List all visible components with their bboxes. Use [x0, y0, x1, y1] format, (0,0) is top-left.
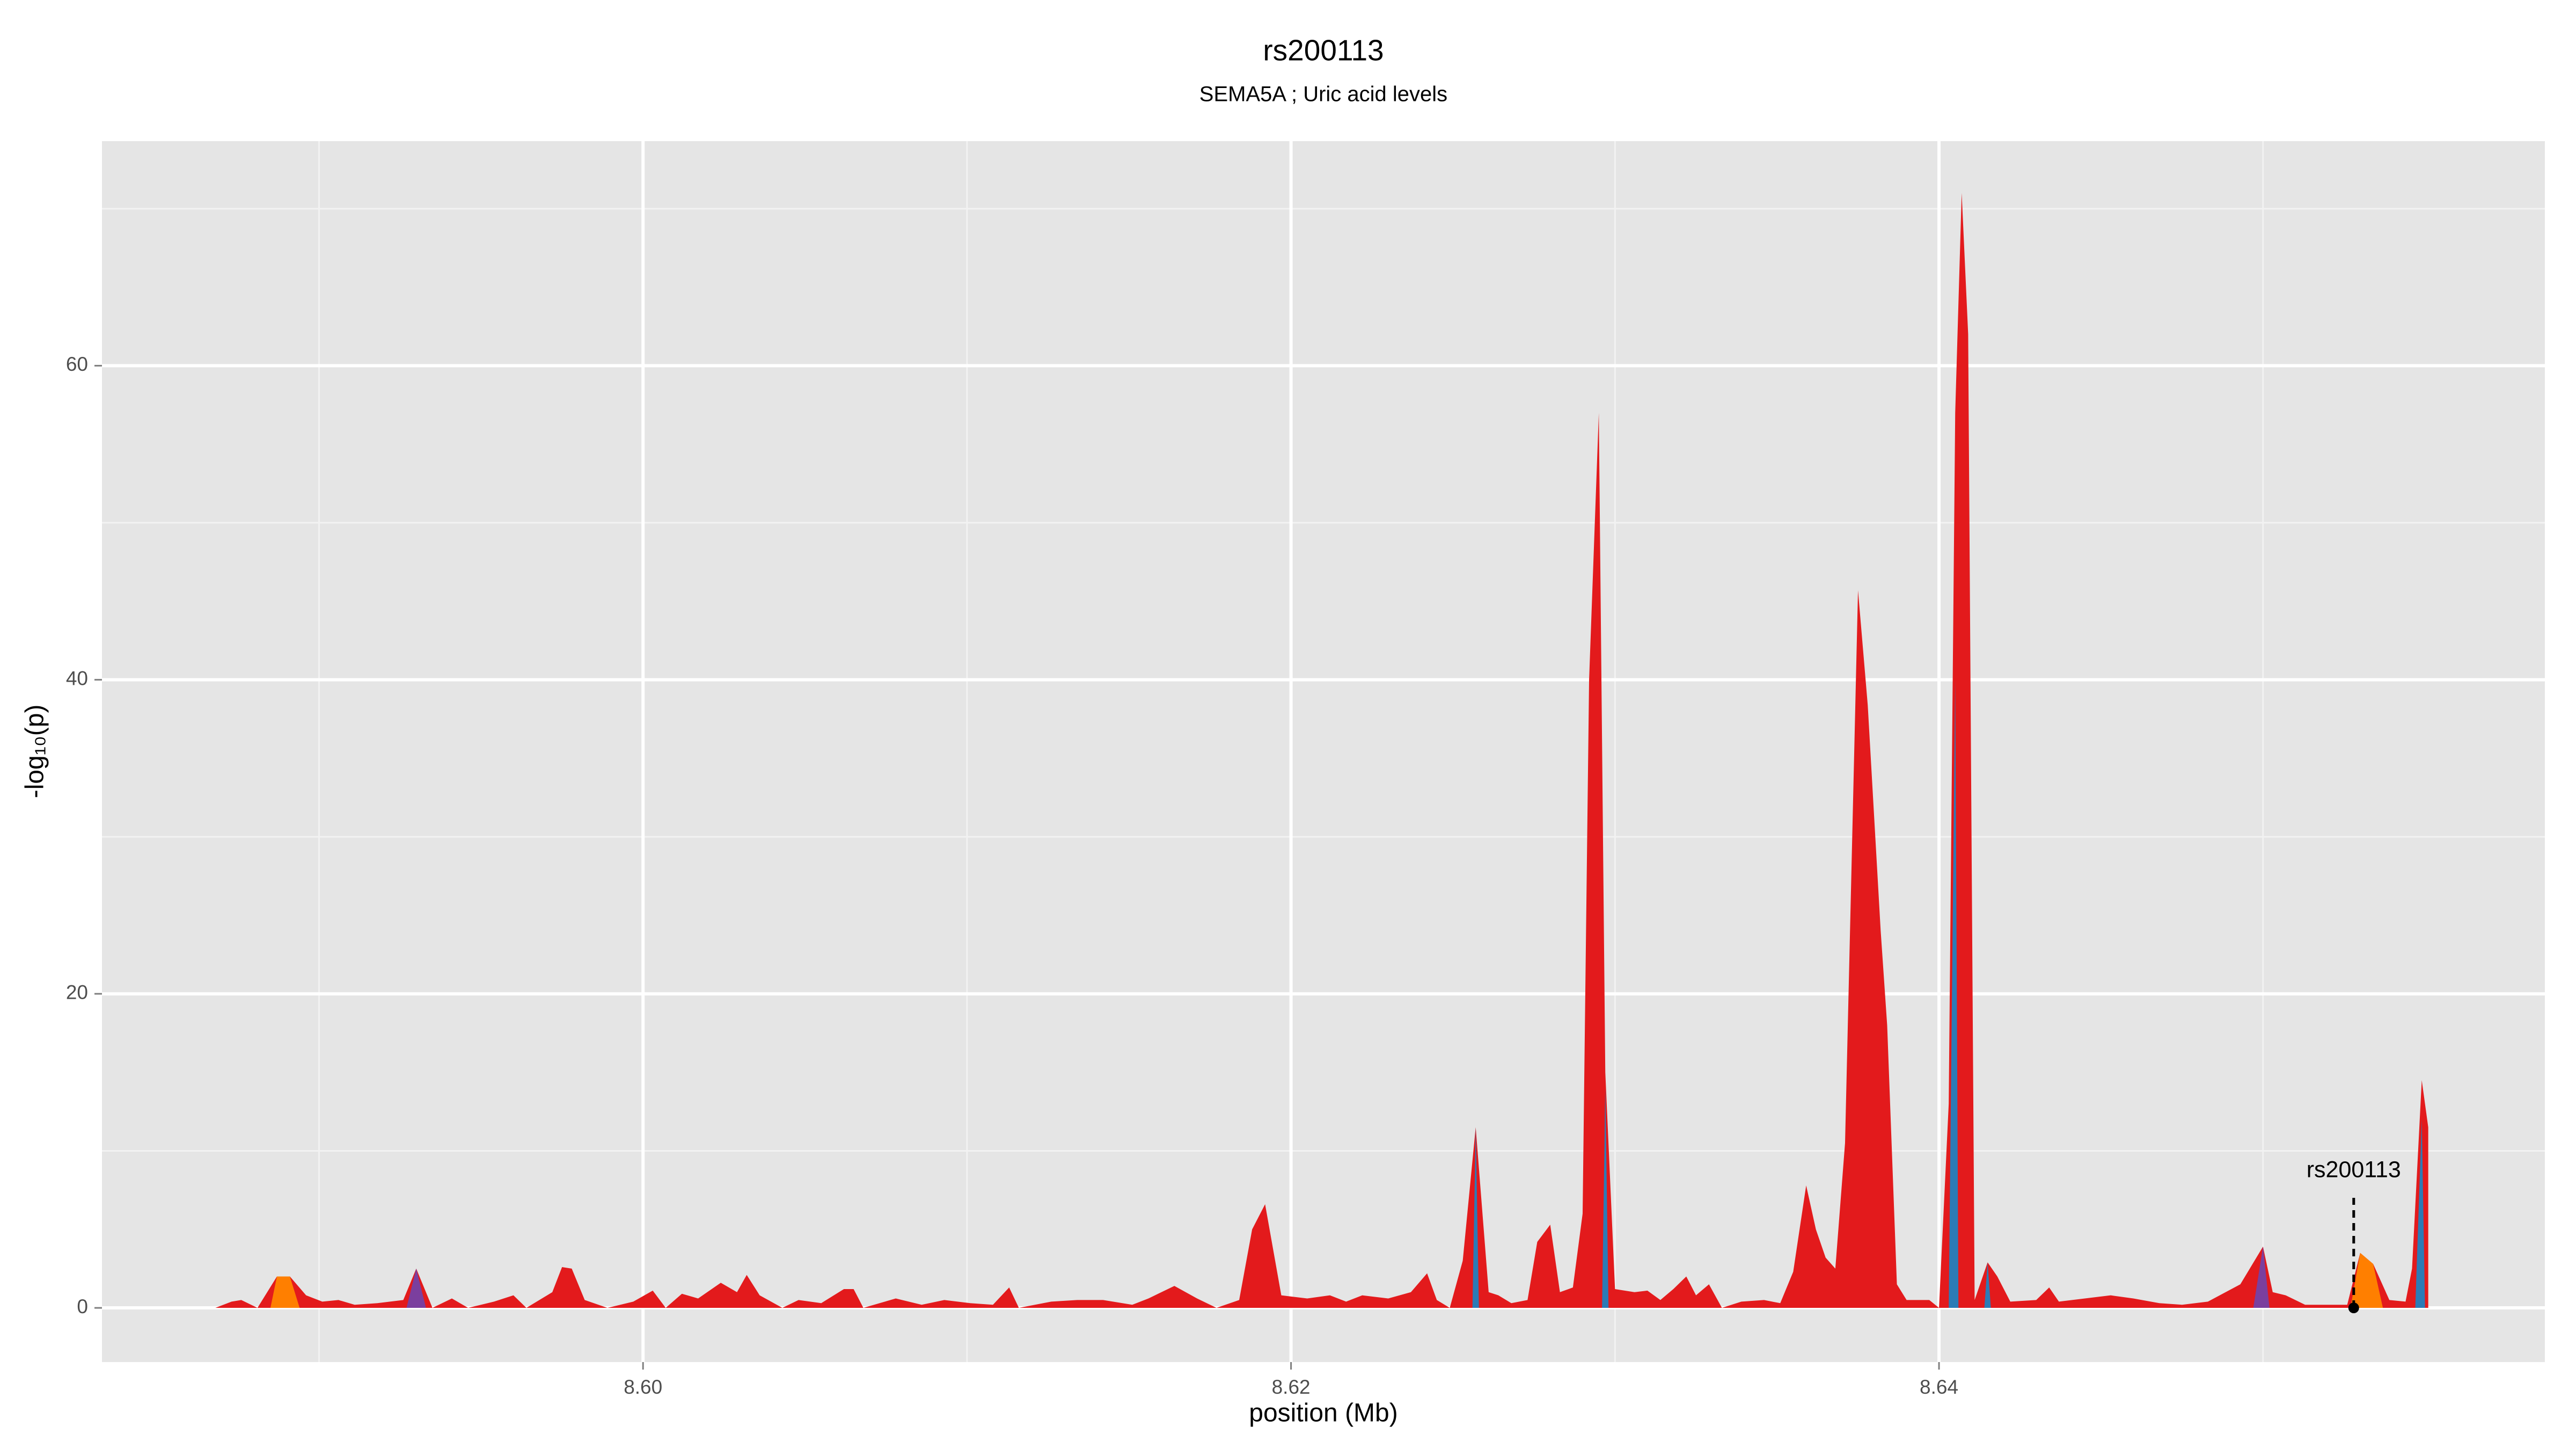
y-axis-title: -log₁₀(p)	[21, 705, 49, 799]
y-tick-label: 0	[77, 1296, 88, 1318]
x-axis-title: position (Mb)	[1249, 1399, 1397, 1428]
x-tick-label: 8.60	[624, 1376, 662, 1398]
x-tick-label: 8.62	[1272, 1376, 1311, 1398]
panel	[102, 141, 2545, 1362]
chart-subtitle: SEMA5A ; Uric acid levels	[1199, 83, 1447, 106]
annotation-label: rs200113	[2307, 1157, 2401, 1182]
annotation-point	[2348, 1302, 2359, 1314]
y-tick-label: 60	[66, 353, 88, 375]
area	[215, 193, 2428, 1308]
x-tick-label: 8.64	[1920, 1376, 1958, 1398]
y-tick-label: 40	[66, 667, 88, 689]
chart-title: rs200113	[1263, 34, 1384, 67]
y-tick-label: 20	[66, 982, 88, 1004]
